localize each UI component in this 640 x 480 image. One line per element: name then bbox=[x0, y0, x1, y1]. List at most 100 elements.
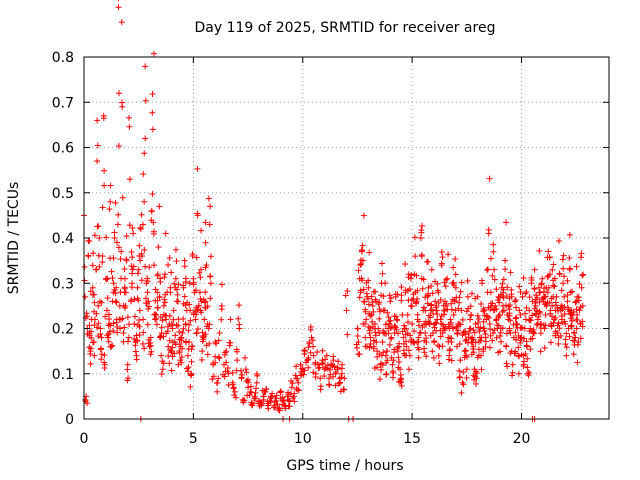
data-point bbox=[141, 198, 148, 205]
data-point bbox=[577, 304, 584, 311]
data-point bbox=[472, 339, 479, 346]
data-point bbox=[164, 328, 171, 335]
data-point bbox=[183, 365, 190, 372]
data-point bbox=[94, 324, 101, 331]
data-point bbox=[413, 272, 420, 279]
data-point bbox=[503, 219, 510, 226]
data-point bbox=[128, 248, 135, 255]
data-point bbox=[515, 344, 522, 351]
data-point bbox=[571, 329, 578, 336]
data-point bbox=[126, 176, 133, 183]
data-point bbox=[119, 194, 126, 201]
data-point bbox=[84, 331, 91, 338]
data-point bbox=[453, 343, 460, 350]
data-point bbox=[456, 367, 463, 374]
data-point bbox=[308, 334, 315, 341]
data-point bbox=[126, 321, 133, 328]
data-point bbox=[552, 314, 559, 321]
data-point bbox=[95, 223, 102, 230]
data-point bbox=[471, 329, 478, 336]
data-point bbox=[569, 288, 576, 295]
data-point bbox=[145, 336, 152, 343]
data-point bbox=[216, 330, 223, 337]
data-point bbox=[243, 369, 250, 376]
data-point bbox=[378, 292, 385, 299]
data-point bbox=[285, 391, 292, 398]
data-point bbox=[167, 289, 174, 296]
data-point bbox=[104, 275, 111, 282]
data-point bbox=[331, 363, 338, 370]
data-point bbox=[158, 370, 165, 377]
data-point bbox=[116, 90, 122, 97]
data-point bbox=[292, 372, 299, 379]
data-point bbox=[388, 354, 395, 361]
data-point bbox=[580, 271, 587, 278]
data-point bbox=[103, 307, 110, 314]
data-point bbox=[508, 291, 515, 298]
data-point bbox=[387, 295, 394, 302]
data-point bbox=[487, 300, 494, 307]
data-point bbox=[166, 360, 173, 367]
data-point bbox=[199, 348, 206, 355]
data-point bbox=[354, 325, 361, 332]
data-point bbox=[187, 307, 194, 314]
data-point bbox=[165, 261, 172, 268]
data-point bbox=[166, 254, 173, 261]
data-point bbox=[194, 326, 201, 333]
data-point bbox=[423, 321, 430, 328]
data-point bbox=[158, 352, 165, 359]
data-point bbox=[172, 332, 179, 339]
data-point bbox=[424, 258, 431, 265]
data-point bbox=[511, 298, 518, 305]
data-point bbox=[319, 360, 326, 367]
data-point bbox=[419, 324, 426, 331]
data-point bbox=[321, 373, 328, 380]
data-point bbox=[88, 334, 95, 341]
data-point bbox=[124, 366, 131, 373]
data-point bbox=[335, 358, 342, 365]
data-point bbox=[384, 309, 391, 316]
data-point bbox=[159, 317, 166, 324]
data-point bbox=[572, 299, 579, 306]
data-point bbox=[463, 366, 470, 373]
data-point bbox=[399, 328, 406, 335]
data-point bbox=[162, 299, 169, 306]
data-point bbox=[187, 372, 194, 379]
data-point bbox=[137, 225, 144, 232]
data-point bbox=[112, 199, 119, 206]
data-point bbox=[197, 295, 204, 302]
data-point bbox=[513, 336, 520, 343]
data-point bbox=[533, 292, 540, 299]
y-tick-label: 0.7 bbox=[52, 95, 74, 111]
data-point bbox=[181, 293, 188, 300]
data-point bbox=[95, 320, 102, 327]
data-point bbox=[114, 221, 121, 228]
data-point bbox=[562, 341, 569, 348]
x-axis-label: GPS time / hours bbox=[286, 458, 403, 474]
data-point bbox=[354, 332, 361, 339]
data-point bbox=[467, 303, 474, 310]
data-point bbox=[452, 271, 459, 278]
data-point bbox=[173, 258, 180, 265]
data-point bbox=[556, 270, 563, 277]
data-point bbox=[516, 353, 523, 360]
data-point bbox=[344, 288, 351, 295]
data-point bbox=[365, 301, 372, 308]
data-point bbox=[156, 203, 163, 210]
data-point bbox=[411, 339, 418, 346]
data-point bbox=[391, 313, 398, 320]
data-point bbox=[144, 289, 151, 296]
data-point bbox=[423, 335, 430, 342]
data-point bbox=[343, 307, 350, 314]
data-point bbox=[478, 366, 485, 373]
data-point bbox=[314, 349, 321, 356]
data-point bbox=[486, 315, 493, 322]
y-tick-label: 0.2 bbox=[52, 322, 74, 338]
data-point bbox=[502, 257, 509, 264]
data-point bbox=[574, 316, 581, 323]
data-point bbox=[277, 389, 284, 396]
data-point bbox=[215, 375, 222, 382]
data-point bbox=[370, 345, 377, 352]
data-point bbox=[115, 142, 122, 149]
data-point bbox=[403, 326, 410, 333]
